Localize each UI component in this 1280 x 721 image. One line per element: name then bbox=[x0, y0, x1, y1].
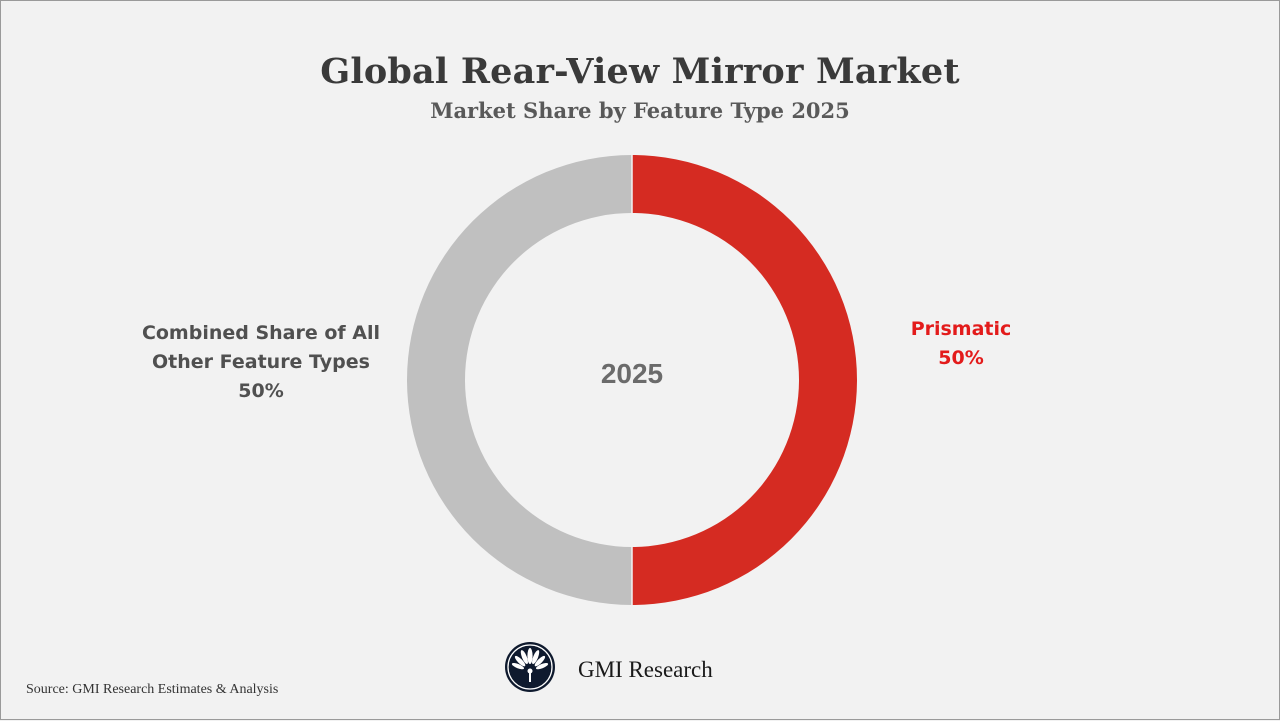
fan-leaf-logo-icon bbox=[505, 642, 555, 692]
chart-title: Global Rear-View Mirror Market bbox=[320, 51, 960, 92]
label-prismatic-name: Prismatic bbox=[910, 318, 1012, 340]
label-prismatic-value: 50% bbox=[938, 347, 984, 369]
chart-subtitle: Market Share by Feature Type 2025 bbox=[430, 98, 850, 123]
donut-segment-prismatic bbox=[632, 155, 857, 605]
source-note: Source: GMI Research Estimates & Analysi… bbox=[26, 682, 279, 697]
data-label-others: Combined Share of All Other Feature Type… bbox=[131, 319, 391, 406]
label-others-value: 50% bbox=[238, 380, 284, 402]
brand-name: GMI Research bbox=[578, 657, 713, 682]
label-others-line1: Combined Share of All bbox=[141, 322, 381, 344]
data-label-prismatic: Prismatic 50% bbox=[881, 315, 1041, 373]
label-others-line2: Other Feature Types bbox=[152, 351, 370, 373]
donut-segment-others bbox=[407, 155, 632, 605]
donut-center-year: 2025 bbox=[600, 358, 664, 389]
